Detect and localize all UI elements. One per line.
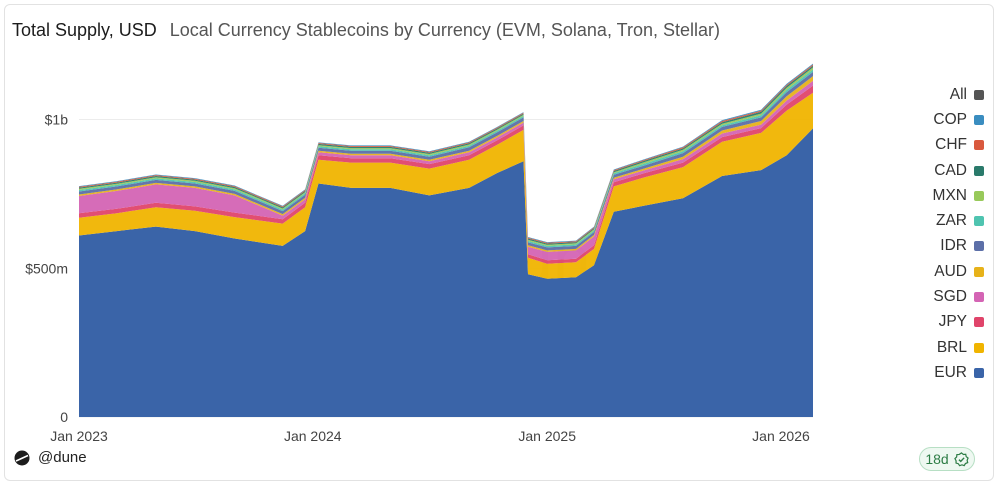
footer-brand[interactable]: @dune: [14, 449, 87, 466]
area-jpy: [79, 85, 813, 264]
legend-item-idr[interactable]: IDR: [864, 234, 984, 259]
legend-swatch: [974, 114, 984, 125]
y-tick-label: $1b: [45, 112, 69, 128]
legend-label: CAD: [934, 161, 967, 179]
legend-item-brl[interactable]: BRL: [864, 335, 984, 360]
area-idr: [79, 71, 813, 251]
chart-card: [4, 4, 994, 481]
legend-swatch: [974, 216, 984, 227]
dune-logo-icon: [14, 450, 30, 465]
legend-item-zar[interactable]: ZAR: [864, 208, 984, 233]
legend-swatch: [974, 241, 984, 252]
legend-swatch: [974, 367, 984, 378]
freshness-badge[interactable]: 18d: [919, 447, 975, 471]
legend-label: BRL: [936, 338, 967, 356]
brand-handle: @dune: [38, 449, 87, 466]
legend-swatch: [974, 342, 984, 353]
legend-item-cop[interactable]: COP: [864, 107, 984, 132]
chart-title: Total Supply, USD: [12, 20, 157, 40]
area-sgd: [79, 80, 813, 261]
area-series: [79, 63, 813, 417]
legend-swatch: [974, 190, 984, 201]
legend-item-cad[interactable]: CAD: [864, 158, 984, 183]
x-tick-label: Jan 2023: [50, 428, 108, 444]
legend-label: MXN: [932, 186, 967, 204]
y-tick-label: 0: [60, 409, 68, 425]
legend-swatch: [974, 266, 984, 277]
legend-item-chf[interactable]: CHF: [864, 133, 984, 158]
freshness-badge-label: 18d: [925, 451, 949, 467]
legend-label: All: [949, 85, 967, 103]
legend-swatch: [974, 317, 984, 328]
y-axis-ticks: 0 $500m $1b: [25, 112, 68, 426]
x-tick-label: Jan 2025: [518, 428, 576, 444]
chart-legend: All COP CHF CAD MXN ZAR IDR AUD SGD JPY BRL EUR: [864, 82, 984, 386]
area-zar: [79, 69, 813, 248]
y-tick-label: $500m: [25, 260, 68, 276]
area-brl: [79, 92, 813, 279]
legend-item-mxn[interactable]: MXN: [864, 183, 984, 208]
legend-label: CHF: [935, 136, 967, 154]
area-cad: [79, 65, 813, 245]
chart-header: Total Supply, USD Local Currency Stablec…: [12, 20, 720, 41]
chart-subtitle: Local Currency Stablecoins by Currency (…: [169, 20, 720, 40]
x-axis-ticks: Jan 2023 Jan 2024 Jan 2025 Jan 2026: [50, 428, 810, 444]
x-tick-label: Jan 2024: [284, 428, 342, 444]
legend-label: SGD: [933, 288, 967, 306]
legend-label: IDR: [940, 237, 967, 255]
legend-swatch: [974, 140, 984, 151]
area-mxn: [79, 67, 813, 246]
legend-label: COP: [933, 110, 967, 128]
legend-swatch: [974, 292, 984, 303]
legend-label: AUD: [934, 262, 967, 280]
check-badge-icon: [953, 451, 969, 466]
legend-label: ZAR: [936, 212, 967, 230]
legend-item-aud[interactable]: AUD: [864, 259, 984, 284]
x-tick-label: Jan 2026: [752, 428, 810, 444]
legend-item-jpy[interactable]: JPY: [864, 310, 984, 335]
legend-item-sgd[interactable]: SGD: [864, 284, 984, 309]
legend-item-eur[interactable]: EUR: [864, 360, 984, 385]
legend-label: JPY: [938, 313, 967, 331]
legend-item-all[interactable]: All: [864, 82, 984, 107]
legend-label: EUR: [934, 363, 967, 381]
area-eur: [79, 128, 813, 417]
legend-swatch: [974, 165, 984, 176]
legend-swatch: [974, 89, 984, 100]
